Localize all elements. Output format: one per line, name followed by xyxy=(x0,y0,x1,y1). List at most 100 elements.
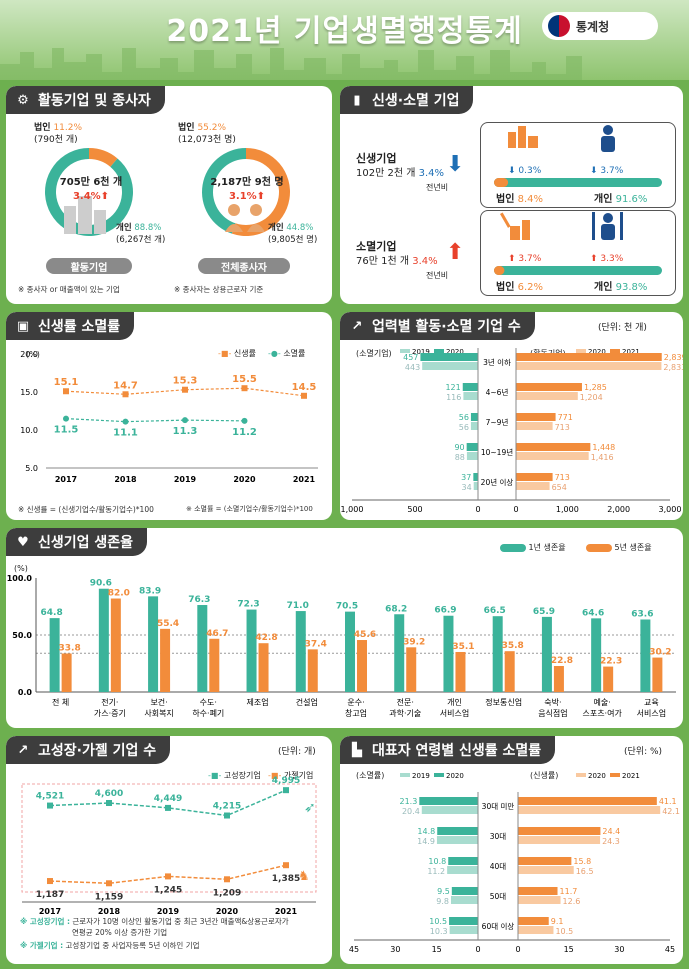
panel-survival: ♥ 신생기업 생존율 (%) 1년 생존율 5년 생존율 100.0 50.0 0.0… xyxy=(6,528,683,728)
data-point xyxy=(224,812,230,819)
value-label: 2,839 xyxy=(664,353,683,362)
legend-swatch xyxy=(400,349,410,353)
bar xyxy=(209,638,220,692)
rate-line-chart: 20.0 15.0 10.0 5.0 2017 2018 2019 2020 2021 15.1 1… xyxy=(20,350,318,484)
death-indiv-change: ⬆ 3.3% xyxy=(590,254,624,264)
page-title: 2021년 기업생멸행정통계 xyxy=(166,14,523,49)
y-tick-label: 10.0 xyxy=(20,426,38,435)
value-label: 56 xyxy=(459,413,469,422)
x-tick-label: 2019 xyxy=(174,475,197,484)
bar-right-old xyxy=(516,482,550,490)
panel-birth-death-rate: ▣ 신생률 소멸률 20.0 15.0 10.0 5.0 2017 2018 2019 2020… xyxy=(6,312,332,520)
bar-left-old xyxy=(473,482,478,490)
bar xyxy=(443,615,454,692)
x-tick-label: 15 xyxy=(432,945,442,954)
x-tick-label: 500 xyxy=(407,505,422,514)
series-line xyxy=(49,864,287,885)
bar xyxy=(197,605,208,692)
x-tick-label: 1,000 xyxy=(556,505,579,514)
bar-left-old xyxy=(447,866,478,874)
birth-summary: 신생기업 102만 2천 개 3.4% 전년비 xyxy=(356,152,449,192)
legend-swatch xyxy=(610,349,620,353)
bar-right-old xyxy=(516,392,578,400)
donut1-corp-label: 법인 11.2% (790천 개) xyxy=(34,123,83,145)
donut2-corp-label: 법인 55.2% (12,073천 명) xyxy=(178,123,236,145)
value-label: 10.5 xyxy=(555,927,573,936)
value-label: 16.5 xyxy=(576,867,594,876)
bar xyxy=(504,651,515,692)
data-label: 1,209 xyxy=(213,888,241,898)
share-bar-corp xyxy=(494,266,505,275)
value-label: 34 xyxy=(462,483,472,492)
bar-left-new xyxy=(466,443,478,451)
category-label: 서비스업 xyxy=(637,709,666,718)
legend-swatch xyxy=(576,773,586,777)
share-bar-indiv xyxy=(494,266,662,275)
category-label: 개인 xyxy=(447,697,462,707)
y-tick-label: 100.0 xyxy=(7,574,33,583)
panel-high-growth: ↗ 고성장·가젤 기업 수 (단위: 개) -■- 고성장기업 -■- 가젤기업 … xyxy=(6,736,332,964)
donut1-indiv-label: 개인 88.8% (6,267천 개) xyxy=(116,223,166,245)
panel-title: ▮ 신생·소멸 기업 xyxy=(340,86,474,114)
bar-left-new xyxy=(448,857,478,865)
bar-right-new xyxy=(518,797,657,805)
data-point xyxy=(47,802,53,809)
panel-title: ↗ 고성장·가젤 기업 수 xyxy=(6,736,171,764)
note-high-growth: ※ 고성장기업 : 근로자가 10명 이상인 활동기업 중 최근 3년간 매출액… xyxy=(20,917,289,937)
x-tick-label: 45 xyxy=(349,945,359,954)
value-label: 2,833 xyxy=(663,363,683,372)
agency-logo: 통계청 xyxy=(542,12,658,40)
data-label: 35.8 xyxy=(502,641,524,651)
value-label: 15.8 xyxy=(573,857,591,866)
legend-5yr: 5년 생존율 xyxy=(586,542,652,553)
data-label: 63.6 xyxy=(631,609,653,619)
bar xyxy=(295,611,306,692)
note-gazelle: ※ 가젤기업 : 고성장기업 중 사업자등록 5년 이하인 기업 xyxy=(20,941,200,950)
death-corp-change: ⬆ 3.7% xyxy=(508,254,542,264)
x-tick-label: 2,000 xyxy=(607,505,630,514)
donut2-indiv-label: 개인 44.8% (9,805천 명) xyxy=(268,223,318,245)
panel-active-firms: ⚙ 활동기업 및 종사자 법인 11.2% (790천 개) 705만 6천 개 3.… xyxy=(6,86,332,304)
category-label: 하수·폐기 xyxy=(192,708,224,718)
value-label: 1,204 xyxy=(580,393,603,402)
share-bar-indiv xyxy=(494,178,662,187)
category-label: 스포츠·여가 xyxy=(582,708,622,718)
death-indiv-share: 개인 93.8% xyxy=(594,282,648,293)
panel-birth-death: ▮ 신생·소멸 기업 신생기업 102만 2천 개 3.4% 전년비 ⬇ 소멸기업 76… xyxy=(340,86,683,304)
bar-right-old xyxy=(516,422,553,430)
value-label: 88 xyxy=(455,453,465,462)
bar-right-old xyxy=(518,896,561,904)
birth-corp-share: 법인 8.4% xyxy=(496,194,543,205)
x-tick-label: 30 xyxy=(614,945,624,954)
data-label: 4,449 xyxy=(154,794,182,804)
bar-right-old xyxy=(516,452,589,460)
category-label: 숙박· xyxy=(544,697,561,707)
x-tick-label: 2017 xyxy=(55,475,77,484)
legend-label: 2021 xyxy=(622,772,640,780)
trend-chart-icon: ↗ xyxy=(351,318,363,334)
category-label: 과학·기술 xyxy=(389,708,421,718)
tag-active-firms: 활동기업 xyxy=(46,258,132,274)
note-birth-rate: ※ 신생률 = (신생기업수/활동기업수)*100 xyxy=(18,505,154,514)
bar xyxy=(148,596,159,692)
rocket-icon: ➶ xyxy=(304,800,316,816)
x-tick-label: 30 xyxy=(390,945,400,954)
y-tick-label: 0.0 xyxy=(18,688,33,697)
bar-left-old xyxy=(436,836,478,844)
bar-left-old xyxy=(466,452,478,460)
category-label: 30대 미만 xyxy=(482,802,515,811)
bar-right-new xyxy=(518,827,601,835)
bar xyxy=(160,628,171,692)
panel-title: ↗ 업력별 활동·소멸 기업 수 xyxy=(340,312,535,340)
data-label: 66.5 xyxy=(484,606,506,616)
bar-left-old xyxy=(463,392,478,400)
bar-left-old xyxy=(470,422,478,430)
category-label: 서비스업 xyxy=(440,709,469,718)
value-label: 9.1 xyxy=(551,917,564,926)
data-label: 37.4 xyxy=(305,639,327,649)
x-tick-label: 2017 xyxy=(39,907,61,914)
chart-frame xyxy=(21,783,317,893)
data-label: 71.0 xyxy=(287,601,309,611)
bar xyxy=(603,666,614,692)
category-label: 건설업 xyxy=(296,697,318,707)
